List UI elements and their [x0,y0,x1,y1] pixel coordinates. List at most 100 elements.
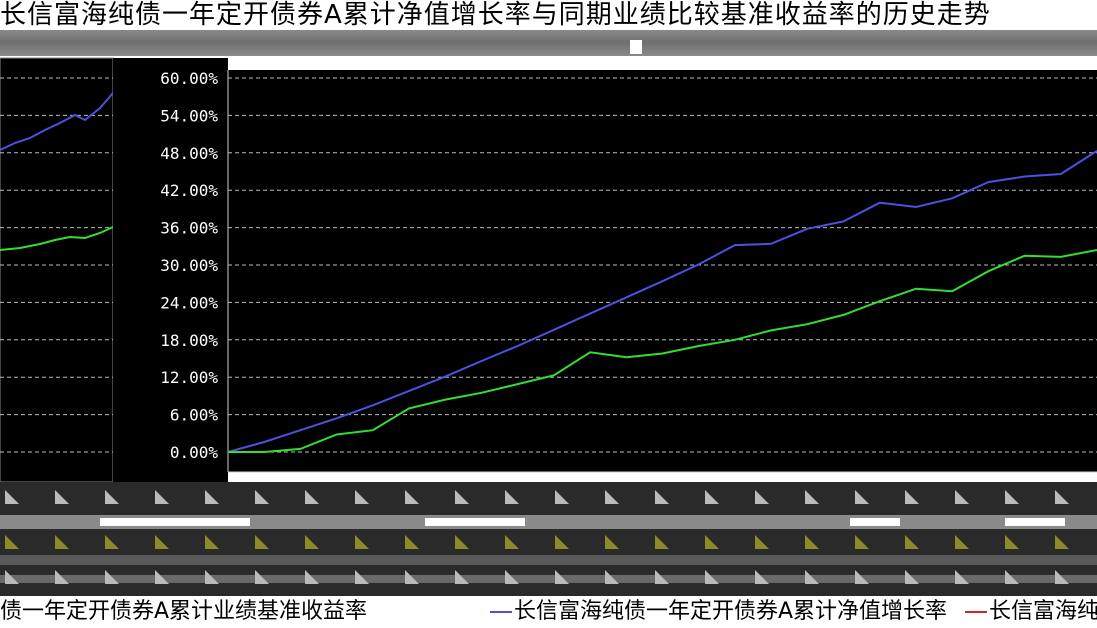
x-axis-band-light-3 [0,575,1097,583]
x-tick-mark [755,570,769,584]
x-tick-mark [355,570,369,584]
series-line-1 [228,249,1097,453]
x-tick-mark [1055,535,1069,549]
x-tick-mark [655,570,669,584]
x-tick-mark [655,535,669,549]
x-tick-mark [305,570,319,584]
x-tick-mark [955,535,969,549]
x-tick-mark [805,570,819,584]
legend-item-third: 长信富海纯 [965,596,1097,628]
x-tick-mark [855,490,869,504]
legend-item-nav-growth: 长信富海纯债一年定开债券A累计净值增长率 [490,596,947,628]
x-tick-mark [505,570,519,584]
x-tick-mark [455,535,469,549]
x-tick-mark [1055,490,1069,504]
y-tick-label: 54.00% [160,106,218,125]
main-gridlines [228,77,1097,453]
x-tick-mark [855,570,869,584]
x-tick-mark [455,490,469,504]
x-tick-mark [905,535,919,549]
x-tick-mark [305,490,319,504]
x-tick-mark [55,490,69,504]
x-tick-mark [5,570,19,584]
inset-series-line-1 [0,226,114,251]
x-tick-mark [1005,535,1019,549]
x-axis-highlight-1 [100,518,250,526]
x-tick-mark [405,535,419,549]
x-tick-mark [105,535,119,549]
x-axis-highlight-3 [850,518,900,526]
x-tick-mark [455,570,469,584]
x-tick-mark [505,535,519,549]
x-tick-mark [855,535,869,549]
y-tick-label: 30.00% [160,256,218,275]
x-tick-mark [205,535,219,549]
x-tick-mark [705,535,719,549]
x-tick-mark [5,490,19,504]
y-tick-label: 48.00% [160,144,218,163]
y-tick-label: 12.00% [160,368,218,387]
x-tick-mark [955,490,969,504]
y-tick-label: 60.00% [160,69,218,88]
chart-title-bar [0,30,1097,58]
y-tick-label: 24.00% [160,293,218,312]
x-tick-mark [755,490,769,504]
x-tick-mark [105,490,119,504]
chart-subtitle-label: ​ [630,40,642,54]
y-tick-labels: 60.00% 54.00% 48.00% 42.00% 36.00% 30.00% 24.0… [160,69,218,462]
y-tick-label: 6.00% [170,406,219,425]
x-axis-tick-marks [5,490,1069,584]
x-tick-mark [1005,490,1019,504]
legend-swatch-nav-growth [490,611,512,613]
x-tick-mark [405,490,419,504]
legend-label-third: 长信富海纯 [989,599,1097,624]
x-tick-mark [1005,570,1019,584]
x-tick-mark [1055,570,1069,584]
inset-gridlines [0,77,113,453]
y-tick-label: 0.00% [170,443,219,462]
x-tick-mark [905,490,919,504]
x-tick-mark [5,535,19,549]
x-tick-mark [255,490,269,504]
x-axis-highlight-2 [425,518,525,526]
axis-label-panel [113,58,228,482]
inset-series-lines [0,92,114,251]
x-tick-mark [705,490,719,504]
x-tick-mark [55,570,69,584]
x-tick-mark [605,490,619,504]
inset-chart [0,57,114,483]
legend-item-benchmark: 债一年定开债券A累计业绩基准收益率 [0,596,367,628]
x-tick-mark [205,570,219,584]
x-axis-band-light-1 [0,515,1097,529]
x-tick-mark [605,570,619,584]
series-line-0 [227,150,1097,453]
x-tick-mark [255,535,269,549]
x-tick-mark [705,570,719,584]
x-tick-mark [605,535,619,549]
y-tick-label: 18.00% [160,331,218,350]
x-tick-mark [355,535,369,549]
x-tick-mark [555,570,569,584]
x-tick-mark [805,535,819,549]
y-tick-label: 36.00% [160,219,218,238]
legend: 债一年定开债券A累计业绩基准收益率 长信富海纯债一年定开债券A累计净值增长率 长… [0,596,1097,628]
x-tick-mark [405,570,419,584]
legend-label-nav-growth: 长信富海纯债一年定开债券A累计净值增长率 [514,599,948,624]
x-tick-mark [655,490,669,504]
x-axis-highlight-4 [1005,518,1065,526]
chart-canvas: 60.00% 54.00% 48.00% 42.00% 36.00% 30.00% 24.0… [0,57,1097,596]
x-tick-mark [805,490,819,504]
x-tick-mark [305,535,319,549]
x-tick-mark [355,490,369,504]
y-tick-label: 42.00% [160,181,218,200]
x-tick-mark [105,570,119,584]
legend-label-benchmark: 债一年定开债券A累计业绩基准收益率 [0,599,368,624]
x-tick-mark [255,570,269,584]
inset-plot-area [0,57,114,483]
x-tick-mark [55,535,69,549]
x-tick-mark [555,490,569,504]
x-tick-mark [755,535,769,549]
x-tick-mark [505,490,519,504]
x-tick-mark [905,570,919,584]
x-tick-mark [155,570,169,584]
